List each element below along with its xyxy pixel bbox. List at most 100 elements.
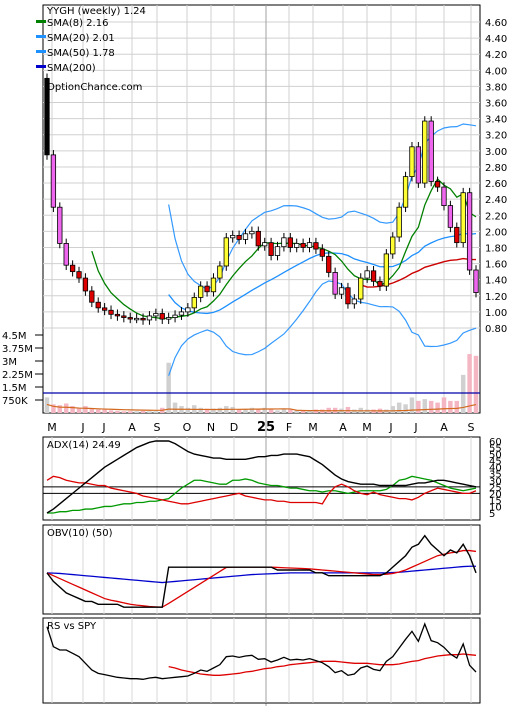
candle-body <box>166 317 172 320</box>
volume-tick-label: 750K <box>2 396 28 407</box>
volume-bar <box>268 409 274 413</box>
volume-bar <box>230 406 235 413</box>
volume-bar <box>345 406 351 413</box>
x-tick-label: A <box>339 421 347 434</box>
candle-body <box>294 243 300 248</box>
candle-body <box>101 307 108 311</box>
candle-body <box>57 206 63 244</box>
adx-tick-label: 30 <box>489 476 502 487</box>
candle-body <box>255 230 261 247</box>
candle-body <box>447 205 454 228</box>
candle-body <box>178 311 185 316</box>
candle-body <box>210 277 217 293</box>
volume-bar <box>256 408 261 413</box>
x-tick-label: F <box>286 421 292 434</box>
adx-line <box>46 440 477 514</box>
volume-bar <box>63 403 69 413</box>
price-panel: 4.60 4.40 4.20 4.00 3.80 3.60 3.40 3.20 3.00 2.80… <box>2 4 507 706</box>
candle-body <box>338 287 345 295</box>
candle-body <box>370 270 377 282</box>
volume-bar <box>127 411 133 413</box>
price-tick-label: 2.80 <box>485 163 507 174</box>
obv-line <box>46 534 477 608</box>
price-tick-label: 4.60 <box>485 18 507 29</box>
obv-panel: OBV(10) (50) <box>42 524 481 615</box>
volume-bar <box>473 355 479 413</box>
watermark-text: OptionChance.com <box>47 82 142 93</box>
volume-bar <box>435 402 440 413</box>
adx-tick-label: 20 <box>489 489 502 500</box>
price-tick-label: 3.20 <box>485 131 507 142</box>
adx-tick-label: 5 <box>489 509 495 520</box>
volume-bar <box>249 407 255 413</box>
volume-bar <box>441 397 447 413</box>
price-tick-label: 1.60 <box>485 260 507 271</box>
candle-body <box>262 242 268 247</box>
volume-bar <box>185 407 191 413</box>
candle-body <box>409 146 415 178</box>
volume-bar <box>140 410 146 413</box>
adx-tick-label: 60 <box>489 437 502 448</box>
volume-bar <box>172 402 178 413</box>
legend-swatch <box>36 20 46 23</box>
rs-panel-frame <box>42 617 481 704</box>
x-tick-label: N <box>207 421 215 434</box>
candle-body <box>63 243 69 266</box>
candle-body <box>460 192 466 244</box>
volume-bar <box>198 407 203 413</box>
volume-bar <box>460 374 466 413</box>
rs-panel: RS vs SPY <box>42 617 481 704</box>
volume-bar <box>454 400 460 413</box>
obv-ma50-line <box>46 565 476 584</box>
volume-average-line <box>46 403 477 412</box>
legend-swatch <box>36 65 46 68</box>
x-tick-label: M <box>47 421 57 434</box>
candle-body <box>428 120 434 182</box>
candle-body <box>351 298 357 305</box>
adx-tick-label: 10 <box>489 502 502 513</box>
legend-swatch <box>36 35 46 38</box>
volume-tick-label: 3.75M <box>2 344 33 355</box>
x-tick-label: J <box>413 421 417 434</box>
candle-body <box>185 307 191 313</box>
adx-tick-label: 35 <box>489 470 502 481</box>
volume-bar <box>275 410 280 413</box>
chart-title: YYGH (weekly) 1.24 <box>46 6 146 17</box>
candle-body <box>402 176 409 208</box>
x-tick-label: J <box>101 421 105 434</box>
x-tick-label: J <box>388 421 392 434</box>
volume-bar <box>166 362 171 413</box>
adx-tick-label: 55 <box>489 444 502 455</box>
volume-bar <box>51 404 56 413</box>
candle-body <box>377 280 383 287</box>
price-tick-label: 4.40 <box>485 34 507 45</box>
volume-bar <box>134 411 139 413</box>
x-tick-label: A <box>440 421 448 434</box>
volume-bar <box>147 411 152 413</box>
volume-bar <box>108 410 114 413</box>
volume-bar <box>281 409 287 413</box>
volume-bar <box>76 407 82 413</box>
minus-di-line <box>46 475 477 505</box>
volume-bar <box>396 402 402 413</box>
volume-bar <box>121 411 127 413</box>
volume-bar <box>262 407 267 413</box>
candle-body <box>300 243 306 248</box>
volume-bar <box>236 409 242 413</box>
candle-body <box>268 242 274 256</box>
candle-body <box>230 234 236 239</box>
price-tick-label: 2.40 <box>485 195 507 206</box>
volume-tick-label: 3M <box>2 357 17 368</box>
candle-body <box>358 277 364 300</box>
x-tick-label: O <box>183 421 192 434</box>
candle-body <box>396 206 402 238</box>
volume-bar <box>217 407 223 413</box>
rs-ma-line <box>168 653 477 676</box>
legend-swatch <box>36 50 46 53</box>
x-tick-label: A <box>128 421 136 434</box>
volume-bar <box>243 409 248 413</box>
candle-body <box>198 285 204 298</box>
volume-tick-label: 4.5M <box>2 331 27 342</box>
